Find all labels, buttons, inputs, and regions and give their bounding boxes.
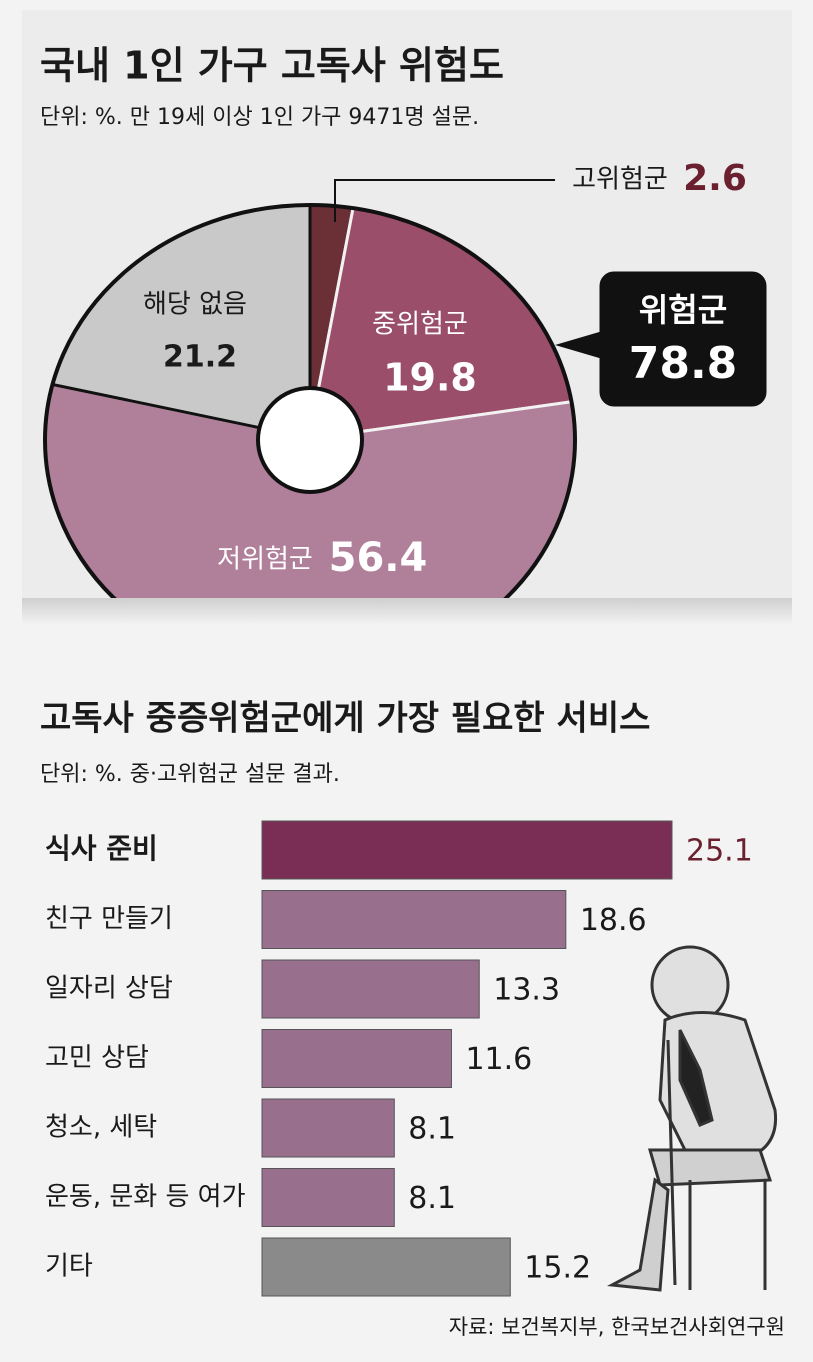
slice-value: 21.2 (163, 340, 237, 375)
chart-title: 고독사 중증위험군에게 가장 필요한 서비스 (40, 699, 650, 739)
bar (261, 1029, 452, 1088)
category-label: 친구 만들기 (45, 904, 173, 934)
slice-label: 중위험군 (372, 310, 468, 340)
chart-subtitle: 단위: %. 만 19세 이상 1인 가구 9471명 설문. (40, 105, 479, 130)
category-label: 청소, 세탁 (45, 1113, 157, 1143)
category-label: 운동, 문화 등 여가 (45, 1182, 246, 1212)
chart-title: 국내 1인 가구 고독사 위험도 (40, 44, 504, 88)
leader-line (334, 179, 555, 222)
bar (261, 1098, 395, 1158)
bar (261, 820, 673, 880)
category-label: 기타 (45, 1252, 93, 1282)
source: 자료: 보건복지부, 한국보건사회연구원 (449, 1315, 785, 1339)
value-label: 15.2 (524, 1251, 591, 1286)
bar (261, 1168, 395, 1227)
slice-label: 해당 없음 (143, 290, 247, 320)
value-label: 11.6 (465, 1042, 532, 1077)
category-label: 일자리 상담 (45, 974, 173, 1004)
bar (261, 890, 567, 949)
value-label: 8.1 (408, 1181, 456, 1216)
slice-value: 2.6 (683, 158, 747, 199)
bar (261, 1237, 511, 1297)
callout-label: 위험군 (639, 291, 727, 329)
value-label: 25.1 (686, 834, 753, 869)
category-label: 고민 상담 (45, 1043, 149, 1073)
donut (43, 203, 577, 612)
donut-outline (43, 203, 577, 612)
value-label: 18.6 (580, 903, 647, 938)
callout-value: 78.8 (629, 338, 738, 389)
chart-subtitle: 단위: %. 중·고위험군 설문 결과. (40, 762, 340, 787)
category-label: 식사 준비 (45, 832, 158, 865)
slice-label: 저위험군 (217, 545, 313, 575)
bar (261, 959, 480, 1019)
slice-label: 고위험군 (572, 165, 668, 195)
donut-hole (256, 386, 364, 494)
shadow-band (22, 598, 792, 624)
value-label: 8.1 (408, 1112, 456, 1147)
slice-value: 19.8 (383, 356, 477, 400)
callout: 위험군 78.8 (555, 271, 767, 407)
value-label: 13.3 (493, 973, 560, 1008)
elderly-illustration (606, 945, 778, 1292)
slice-value: 56.4 (329, 535, 428, 581)
